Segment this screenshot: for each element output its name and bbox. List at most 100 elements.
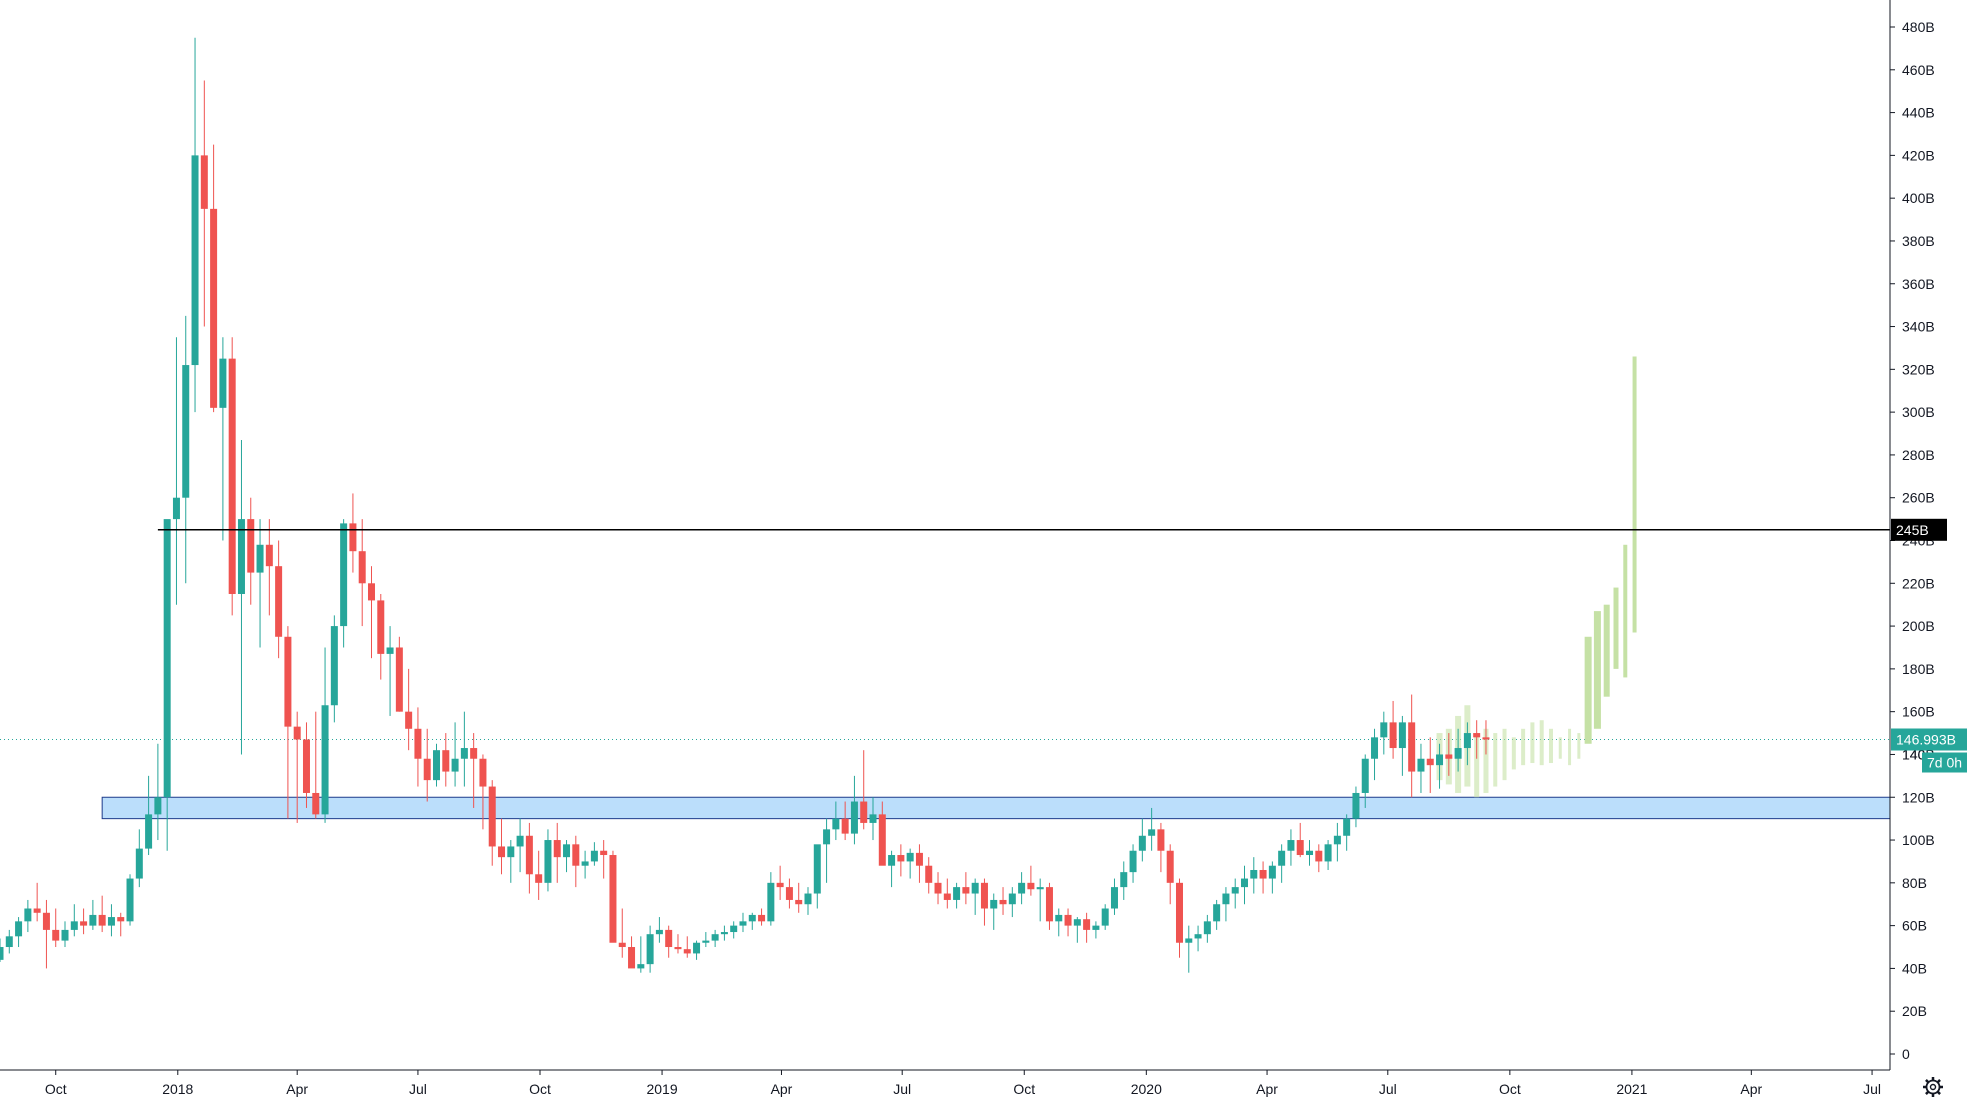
candle[interactable] — [637, 936, 645, 973]
candle[interactable] — [1110, 878, 1118, 915]
candle[interactable] — [962, 872, 970, 905]
candle[interactable] — [1389, 700, 1397, 759]
candle[interactable] — [702, 932, 710, 948]
candle[interactable] — [61, 921, 69, 948]
candle[interactable] — [507, 840, 515, 883]
candle[interactable] — [1398, 715, 1406, 776]
settings-gear-icon[interactable] — [1923, 1077, 1943, 1097]
candle[interactable] — [990, 893, 998, 930]
candle[interactable] — [1408, 694, 1416, 798]
candle[interactable] — [525, 822, 533, 894]
candle[interactable] — [135, 829, 143, 888]
candle[interactable] — [265, 519, 273, 616]
candle[interactable] — [1380, 711, 1388, 755]
candle[interactable] — [321, 647, 329, 823]
candle[interactable] — [535, 850, 543, 900]
candle[interactable] — [785, 878, 793, 909]
candle[interactable] — [1445, 733, 1453, 776]
candle[interactable] — [358, 519, 366, 627]
candle[interactable] — [1203, 914, 1211, 943]
candle[interactable] — [293, 711, 301, 823]
candle[interactable] — [145, 775, 153, 856]
candle[interactable] — [1371, 728, 1379, 781]
candle[interactable] — [163, 519, 171, 851]
candle[interactable] — [107, 904, 115, 937]
candle[interactable] — [1036, 878, 1044, 922]
candle[interactable] — [1250, 857, 1258, 894]
candle[interactable] — [367, 566, 375, 659]
candle[interactable] — [813, 844, 821, 909]
candle[interactable] — [1436, 743, 1444, 789]
candle[interactable] — [330, 615, 338, 723]
candle[interactable] — [618, 908, 626, 958]
candle[interactable] — [823, 818, 831, 883]
support-zone[interactable] — [101, 796, 1891, 820]
candle[interactable] — [33, 882, 41, 922]
candle[interactable] — [1324, 840, 1332, 870]
candle[interactable] — [878, 801, 886, 866]
candle[interactable] — [748, 912, 756, 930]
candle[interactable] — [674, 934, 682, 954]
candle[interactable] — [395, 636, 403, 712]
candle[interactable] — [1426, 737, 1434, 793]
candle[interactable] — [1194, 925, 1202, 952]
candle[interactable] — [237, 439, 245, 755]
candle[interactable] — [999, 887, 1007, 915]
candle[interactable] — [1222, 887, 1230, 922]
candle[interactable] — [42, 899, 50, 969]
candle[interactable] — [572, 835, 580, 888]
candle[interactable] — [925, 857, 933, 894]
candle[interactable] — [980, 878, 988, 926]
candle[interactable] — [516, 818, 524, 873]
candle[interactable] — [154, 743, 162, 841]
candle[interactable] — [1045, 882, 1053, 930]
candle[interactable] — [470, 733, 478, 808]
candle[interactable] — [758, 908, 766, 926]
candle[interactable] — [1185, 925, 1193, 973]
candle[interactable] — [442, 733, 450, 787]
candle[interactable] — [860, 750, 868, 830]
candle[interactable] — [15, 917, 23, 948]
candle[interactable] — [405, 668, 413, 751]
candle[interactable] — [423, 728, 431, 802]
candle[interactable] — [1008, 887, 1016, 918]
candle[interactable] — [609, 850, 617, 943]
candle[interactable] — [581, 850, 589, 879]
candle[interactable] — [433, 743, 441, 787]
candle[interactable] — [284, 626, 292, 819]
candle[interactable] — [1268, 861, 1276, 894]
candle[interactable] — [850, 775, 858, 845]
candle[interactable] — [553, 822, 561, 883]
candle[interactable] — [1120, 861, 1128, 900]
candle[interactable] — [0, 938, 4, 962]
candle[interactable] — [1101, 904, 1109, 930]
candle[interactable] — [953, 882, 961, 909]
candle[interactable] — [488, 780, 496, 866]
candle[interactable] — [1454, 728, 1462, 772]
candle[interactable] — [89, 899, 97, 930]
candle[interactable] — [182, 315, 190, 584]
candle[interactable] — [200, 80, 208, 327]
candle[interactable] — [1482, 720, 1490, 755]
candle[interactable] — [210, 144, 218, 413]
candle[interactable] — [1259, 861, 1267, 894]
candle[interactable] — [683, 936, 691, 958]
candle[interactable] — [302, 722, 310, 808]
candle[interactable] — [1463, 722, 1471, 766]
candle[interactable] — [1361, 754, 1369, 808]
candle[interactable] — [897, 844, 905, 877]
candle[interactable] — [414, 707, 422, 787]
candle[interactable] — [70, 904, 78, 937]
candle[interactable] — [1352, 786, 1360, 828]
candle[interactable] — [312, 711, 320, 819]
candle[interactable] — [172, 337, 180, 605]
candle[interactable] — [1417, 743, 1425, 793]
candle[interactable] — [349, 493, 357, 573]
candle[interactable] — [1138, 818, 1146, 862]
plot-area[interactable] — [0, 37, 1891, 973]
candle[interactable] — [1473, 720, 1481, 759]
candle[interactable] — [832, 801, 840, 841]
candle[interactable] — [1306, 840, 1314, 866]
candle[interactable] — [971, 878, 979, 915]
